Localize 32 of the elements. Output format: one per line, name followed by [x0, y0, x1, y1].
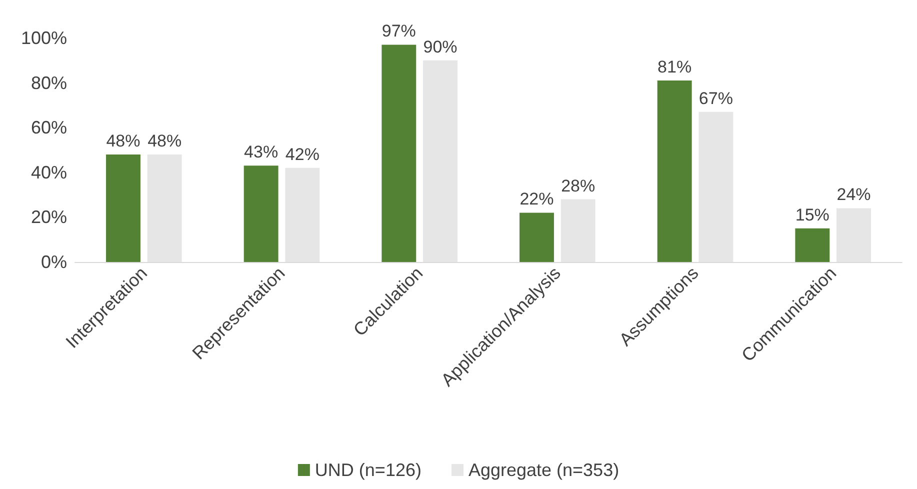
data-label: 22% [520, 190, 554, 209]
data-label: 24% [836, 185, 871, 204]
bar [795, 228, 830, 262]
y-tick-label: 60% [30, 118, 67, 138]
data-label: 81% [658, 58, 692, 77]
bar [423, 60, 458, 262]
y-tick-label: 80% [30, 72, 67, 93]
data-label: 48% [106, 131, 140, 150]
data-label: 67% [698, 88, 733, 108]
bar [698, 112, 734, 262]
bar [285, 168, 320, 262]
bar [836, 208, 871, 262]
bar [244, 166, 278, 262]
data-label: 97% [382, 22, 416, 41]
bar [657, 80, 692, 262]
y-tick-label: 20% [30, 207, 67, 228]
data-label: 15% [795, 205, 830, 224]
bar [520, 212, 554, 262]
data-label: 43% [244, 142, 278, 162]
y-tick-label: 0% [40, 252, 67, 272]
legend-label: UND (n=126) [314, 460, 422, 480]
y-tick-label: 100% [20, 28, 67, 48]
bar [560, 199, 596, 262]
y-tick-label: 40% [30, 162, 67, 182]
data-label: 28% [561, 176, 596, 196]
data-label: 48% [148, 131, 182, 150]
bar [106, 154, 140, 262]
data-label: 42% [285, 144, 320, 164]
bar [147, 154, 182, 262]
bar [382, 44, 416, 262]
data-label: 90% [423, 37, 458, 56]
legend-label: Aggregate (n=353) [468, 460, 620, 480]
